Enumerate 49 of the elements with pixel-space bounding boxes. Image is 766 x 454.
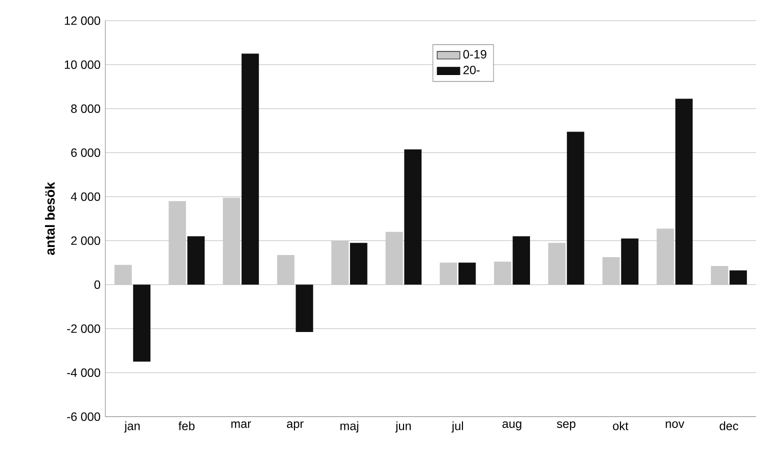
y-tick-label: 6 000 bbox=[71, 148, 100, 157]
legend-label: 0-19 bbox=[463, 50, 486, 59]
y-tick-label: -6 000 bbox=[67, 412, 100, 421]
bar bbox=[331, 240, 349, 285]
x-tick-label: jul bbox=[451, 421, 463, 433]
bar bbox=[114, 264, 132, 285]
x-tick-label: sep bbox=[556, 421, 576, 430]
bar bbox=[440, 262, 458, 285]
x-tick-label: dec bbox=[720, 421, 738, 430]
bar bbox=[675, 98, 693, 285]
y-tick-label: 12 000 bbox=[64, 16, 100, 25]
y-tick-label: -2 000 bbox=[67, 324, 100, 333]
bar bbox=[277, 254, 294, 285]
bar bbox=[710, 266, 728, 285]
x-tick-label: jan bbox=[124, 421, 140, 433]
bar bbox=[296, 284, 314, 332]
bar bbox=[350, 242, 368, 285]
x-tick-label: aug bbox=[502, 421, 522, 430]
y-tick-label: 2 000 bbox=[71, 236, 100, 245]
bar bbox=[458, 262, 476, 285]
bar bbox=[187, 236, 205, 285]
y-tick-label: 4 000 bbox=[70, 192, 100, 201]
legend-label: 20- bbox=[463, 66, 480, 74]
bar bbox=[168, 201, 186, 285]
x-tick-label: feb bbox=[178, 421, 195, 430]
y-tick-label: -4 000 bbox=[67, 368, 100, 377]
x-tick-label: maj bbox=[340, 421, 358, 433]
bar bbox=[656, 228, 674, 285]
x-tick-label: okt bbox=[612, 421, 628, 430]
bar bbox=[494, 262, 512, 285]
bar bbox=[548, 242, 566, 285]
bar bbox=[730, 270, 747, 285]
bar bbox=[602, 257, 620, 285]
x-tick-label: nov bbox=[666, 421, 684, 428]
bar bbox=[222, 198, 240, 285]
bar bbox=[621, 238, 638, 285]
bar bbox=[404, 149, 422, 285]
x-tick-label: apr bbox=[286, 421, 304, 430]
y-tick-label: 10 000 bbox=[64, 60, 100, 69]
y-tick-label: 8 000 bbox=[71, 104, 100, 113]
bar bbox=[242, 54, 259, 285]
y-axis-title: antal besök bbox=[44, 182, 55, 255]
bar bbox=[512, 236, 530, 285]
bar bbox=[566, 132, 584, 285]
x-tick-label: jun bbox=[395, 421, 411, 433]
x-tick-label: mar bbox=[231, 421, 252, 428]
bar bbox=[386, 232, 403, 285]
bar bbox=[133, 284, 150, 362]
y-tick-label: 0 bbox=[94, 280, 100, 289]
